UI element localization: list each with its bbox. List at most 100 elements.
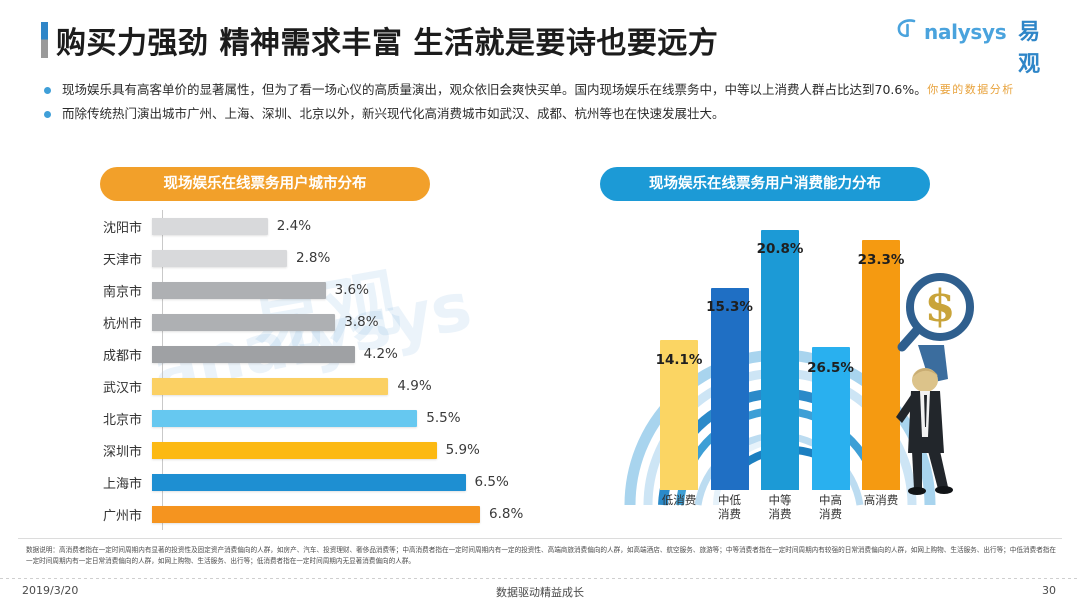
table-row: 上海市 6.5% bbox=[60, 466, 550, 498]
bar-category-label: 南京市 bbox=[102, 284, 142, 300]
bar-category-label: 北京市 bbox=[102, 412, 142, 428]
bullet-list: 现场娱乐具有高客单价的显著属性，但为了看一场心仪的高质量演出，观众依旧会爽快买单… bbox=[44, 80, 1034, 128]
bar-category-label: 广州市 bbox=[102, 508, 142, 524]
table-row: 成都市 4.2% bbox=[60, 338, 550, 370]
bar-segment bbox=[152, 313, 336, 331]
bar-value-label: 2.8% bbox=[296, 250, 331, 266]
table-row: 沈阳市 2.4% bbox=[60, 210, 550, 242]
footnote-divider bbox=[18, 538, 1062, 539]
table-row: 广州市 6.8% bbox=[60, 498, 550, 530]
bar-column: 23.3% bbox=[858, 230, 904, 490]
bar-category-label: 天津市 bbox=[102, 252, 142, 268]
bar-segment bbox=[152, 345, 355, 363]
bar-segment bbox=[152, 217, 268, 235]
bar-value-label: 26.5% bbox=[807, 360, 854, 376]
bar-value-label: 5.9% bbox=[445, 442, 480, 458]
bar-track: 6.8% bbox=[152, 498, 550, 530]
bar-value-label: 6.5% bbox=[474, 474, 509, 490]
bar-value-label: 15.3% bbox=[706, 299, 753, 315]
bar-track: 2.4% bbox=[152, 210, 550, 242]
bar-segment bbox=[660, 340, 698, 490]
bar-category-label: 低消费 bbox=[661, 493, 697, 507]
bar-segment bbox=[152, 409, 418, 427]
logo-cn-text: 易观 bbox=[1018, 20, 1041, 77]
bar-column: 15.3% bbox=[706, 230, 753, 490]
bar-track: 3.8% bbox=[152, 306, 550, 338]
bar-track: 5.5% bbox=[152, 402, 550, 434]
bar-segment bbox=[152, 505, 480, 523]
logo-swoosh-icon bbox=[896, 17, 918, 44]
bar-track: 4.2% bbox=[152, 338, 550, 370]
table-row: 天津市 2.8% bbox=[60, 242, 550, 274]
bar-category-label: 中低 消费 bbox=[718, 493, 741, 521]
bar-value-label: 4.9% bbox=[397, 378, 432, 394]
table-row: 杭州市 3.8% bbox=[60, 306, 550, 338]
bar-column: 14.1% bbox=[656, 230, 702, 490]
bar-category-label: 武汉市 bbox=[102, 380, 142, 396]
logo-tagline: 你要的数据分析 bbox=[927, 83, 1015, 96]
bar-value-label: 2.4% bbox=[276, 218, 312, 234]
bullet-dot-icon bbox=[44, 87, 51, 94]
bar-column: 20.8% bbox=[757, 230, 803, 490]
bar-category-label: 上海市 bbox=[102, 476, 142, 492]
footer-divider bbox=[0, 578, 1080, 579]
svg-text:$: $ bbox=[925, 281, 956, 332]
bar-value-label: 4.2% bbox=[363, 346, 398, 362]
analysys-logo: nalysys 易观 你要的数据分析 bbox=[896, 14, 1046, 97]
bar-value-label: 20.8% bbox=[756, 241, 804, 257]
list-item: 而除传统热门演出城市广州、上海、深圳、北京以外，新兴现代化高消费城市如武汉、成都… bbox=[44, 104, 1034, 124]
logo-en-text: nalysys bbox=[924, 20, 1007, 44]
footer-date: 2019/3/20 bbox=[22, 584, 79, 597]
bar-track: 6.5% bbox=[152, 466, 550, 498]
bullet-text: 而除传统热门演出城市广州、上海、深圳、北京以外，新兴现代化高消费城市如武汉、成都… bbox=[62, 106, 725, 121]
bar-segment bbox=[152, 441, 437, 459]
bar-category-label: 沈阳市 bbox=[102, 220, 142, 236]
right-bar-chart: 14.1% 15.3% 20.8% 26.5% 23.3% 低消费 中低 消费 中等 消费 中高消… bbox=[590, 205, 990, 535]
bar-category-label: 深圳市 bbox=[102, 444, 142, 460]
table-row: 北京市 5.5% bbox=[60, 402, 550, 434]
bar-segment bbox=[811, 347, 850, 490]
page-title: 购买力强劲 精神需求丰富 生活就是要诗也要远方 bbox=[56, 26, 719, 61]
bar-segment bbox=[862, 240, 900, 490]
bar-category-label: 中等 消费 bbox=[768, 493, 792, 521]
footnote-text: 数据说明：高消费者指在一定时间周期内有显著的投资性及固定资产消费偏向的人群，如房… bbox=[26, 546, 1056, 565]
bar-value-label: 6.8% bbox=[489, 506, 524, 522]
bar-value-label: 23.3% bbox=[857, 252, 905, 268]
bar-segment bbox=[152, 281, 326, 299]
businessman-with-magnifier-illustration: $ bbox=[896, 273, 974, 495]
bar-category-label: 高消费 bbox=[863, 493, 899, 507]
bar-segment bbox=[710, 288, 749, 490]
bar-track: 3.6% bbox=[152, 274, 550, 306]
bar-column: 26.5% bbox=[807, 230, 854, 490]
list-item: 现场娱乐具有高客单价的显著属性，但为了看一场心仪的高质量演出，观众依旧会爽快买单… bbox=[44, 80, 1034, 100]
bullet-dot-icon bbox=[44, 111, 51, 118]
bar-value-label: 14.1% bbox=[655, 352, 703, 368]
table-row: 南京市 3.6% bbox=[60, 274, 550, 306]
right-chart-title: 现场娱乐在线票务用户消费能力分布 bbox=[600, 167, 930, 201]
bar-category-label: 中高 消费 bbox=[819, 493, 842, 521]
table-row: 武汉市 4.9% bbox=[60, 370, 550, 402]
bar-track: 5.9% bbox=[152, 434, 550, 466]
bar-value-label: 3.8% bbox=[344, 314, 379, 330]
left-chart-title: 现场娱乐在线票务用户城市分布 bbox=[100, 167, 430, 201]
left-chart-axis-line bbox=[162, 210, 163, 530]
bar-category-label: 杭州市 bbox=[102, 316, 142, 332]
title-accent-bar bbox=[41, 22, 48, 58]
footer-slogan: 数据驱动精益成长 bbox=[496, 586, 584, 599]
bar-value-label: 5.5% bbox=[426, 410, 461, 426]
slide-header: 购买力强劲 精神需求丰富 生活就是要诗也要远方 nalysys 易观 你要的数据… bbox=[0, 0, 1080, 96]
bar-track: 4.9% bbox=[152, 370, 550, 402]
table-row: 深圳市 5.9% bbox=[60, 434, 550, 466]
bar-segment bbox=[152, 377, 389, 395]
bar-segment bbox=[761, 230, 799, 490]
footer-page-number: 30 bbox=[1042, 584, 1056, 597]
left-bar-chart: 沈阳市 2.4% 天津市 2.8% 南京市 3.6% 杭州市 3.8% 成都市 4.2% 武汉市 4.… bbox=[60, 210, 550, 530]
dollar-sign-icon: $ bbox=[925, 281, 956, 332]
slide-footer: 2019/3/20 数据驱动精益成长 30 bbox=[0, 584, 1080, 606]
bar-segment bbox=[152, 249, 288, 267]
bar-segment bbox=[152, 473, 466, 491]
bar-category-label: 成都市 bbox=[102, 348, 142, 364]
bullet-text: 现场娱乐具有高客单价的显著属性，但为了看一场心仪的高质量演出，观众依旧会爽快买单… bbox=[62, 82, 927, 97]
bar-value-label: 3.6% bbox=[334, 282, 369, 298]
